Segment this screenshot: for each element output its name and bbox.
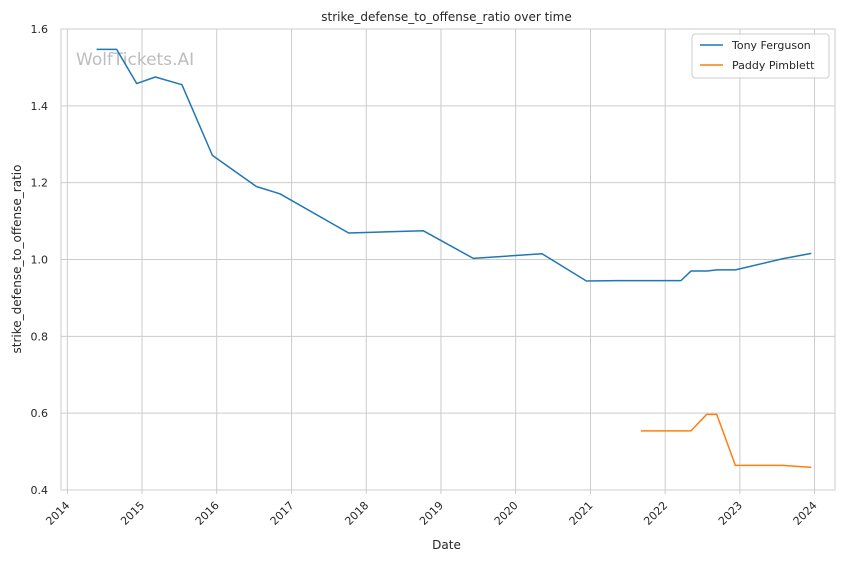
y-tick-label: 1.2 (31, 177, 49, 190)
legend-label: Tony Ferguson (731, 39, 811, 52)
legend-label: Paddy Pimblett (732, 59, 815, 72)
series-line-0 (96, 48, 812, 282)
x-axis-title: Date (432, 538, 461, 552)
y-tick-label: 0.4 (31, 484, 49, 497)
plot-area-frame (60, 28, 836, 491)
y-tick-label: 0.8 (31, 330, 49, 343)
series-line-1 (640, 413, 812, 469)
chart-title: strike_defense_to_offense_ratio over tim… (321, 10, 571, 24)
y-tick-label: 0.6 (31, 407, 49, 420)
y-axis-title: strike_defense_to_offense_ratio (10, 165, 24, 354)
legend: Tony Ferguson Paddy Pimblett (691, 33, 830, 79)
legend-box (691, 33, 830, 79)
y-tick-label: 1.0 (31, 254, 49, 267)
y-tick-label: 1.6 (31, 23, 49, 36)
y-tick-label: 1.4 (31, 100, 49, 113)
y-axis-ticks: 0.4 0.6 0.8 1.0 1.2 1.4 1.6 (31, 23, 49, 497)
data-series (96, 48, 812, 469)
watermark: WolfTickets.AI (76, 50, 194, 70)
